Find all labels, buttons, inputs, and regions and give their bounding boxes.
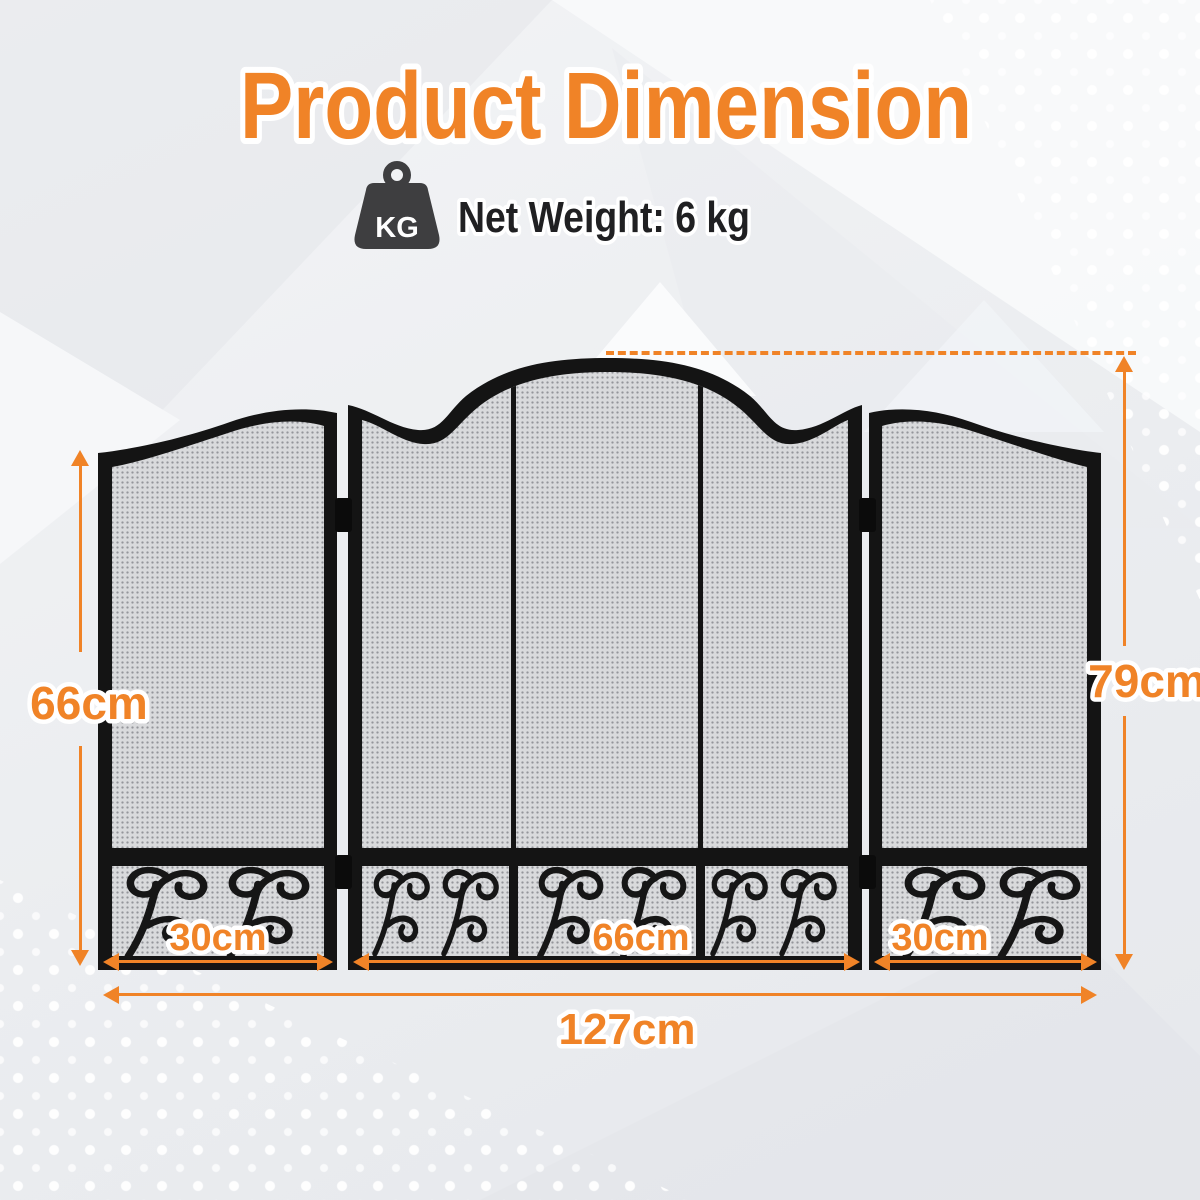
arrowhead-up: [1115, 356, 1133, 372]
arrowhead-right: [844, 953, 860, 971]
hinge: [335, 498, 352, 532]
hinge: [335, 855, 352, 889]
height-66-line-bottom: [79, 746, 82, 952]
width-30-right-line: [889, 960, 1082, 963]
arrowhead-up: [71, 450, 89, 466]
hinge: [859, 855, 876, 889]
height-79-line-top: [1123, 370, 1126, 646]
page-title: Product Dimension: [234, 47, 978, 165]
weight-badge-text: KG: [375, 212, 419, 244]
center-panel-mullions: [511, 372, 703, 850]
top-dashed-reference-line: [606, 351, 1136, 355]
center-panel-rail: [348, 848, 862, 866]
arrowhead-down: [71, 950, 89, 966]
center-band-divider: [509, 866, 518, 958]
kg-weight-icon: KG: [354, 161, 440, 249]
arrowhead-left: [353, 953, 369, 971]
net-weight-text: Net Weight: 6 kg: [458, 193, 750, 242]
left-panel-rail: [98, 848, 337, 866]
arrowhead-left: [103, 986, 119, 1004]
hinge: [859, 498, 876, 532]
center-band-divider: [696, 866, 705, 958]
center-panel: [348, 358, 862, 970]
overall-width-line: [118, 993, 1082, 996]
page-title-text: Product Dimension: [240, 53, 972, 159]
width-30-left-line: [118, 960, 318, 963]
arrowhead-left: [874, 953, 890, 971]
arrowhead-down: [1115, 954, 1133, 970]
center-panel-mesh: [362, 372, 848, 956]
height-66-line-top: [79, 464, 82, 652]
right-panel-rail: [869, 848, 1101, 866]
height-79-line-bottom: [1123, 716, 1126, 956]
arrowhead-right: [317, 953, 333, 971]
arrowhead-left: [103, 953, 119, 971]
dim-label-overall-width: 127cm: [554, 1001, 700, 1059]
left-panel-mesh: [112, 421, 324, 956]
right-panel: [869, 409, 1101, 970]
svg-text:127cm: 127cm: [558, 1005, 695, 1054]
panel-hinges: [335, 498, 876, 889]
arrowhead-right: [1081, 986, 1097, 1004]
net-weight-label: Net Weight: 6 kg: [454, 189, 754, 246]
weight-ring: [383, 161, 411, 189]
left-panel: [98, 409, 337, 970]
width-66-center-line: [368, 960, 845, 963]
right-panel-mesh: [882, 421, 1087, 956]
weight-body: [354, 183, 440, 249]
arrowhead-right: [1081, 953, 1097, 971]
fireplace-screen-illustration: [98, 358, 1101, 970]
